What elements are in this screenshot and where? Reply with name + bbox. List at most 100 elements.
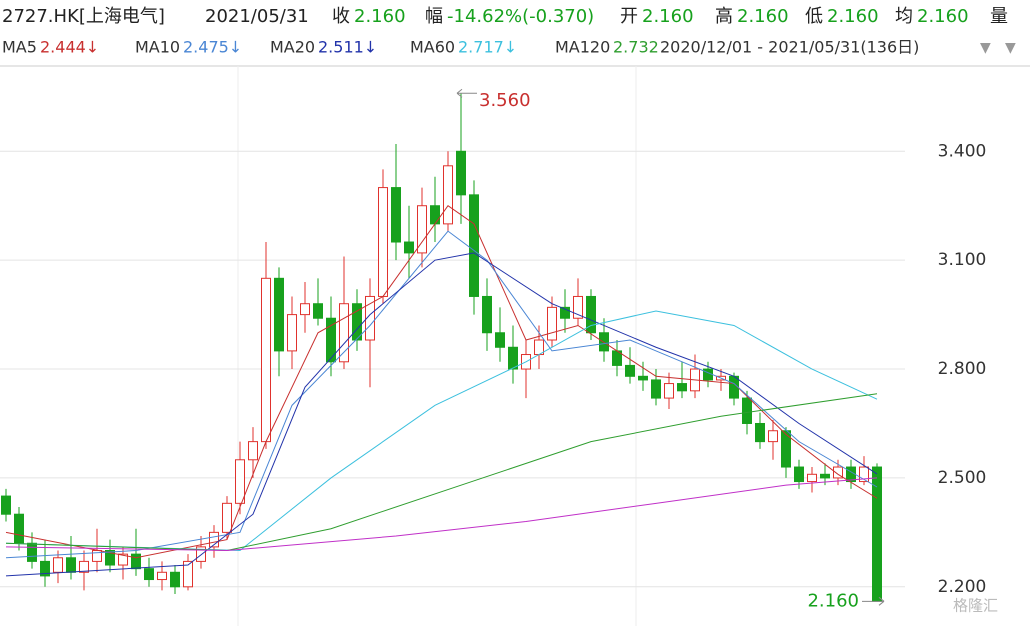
candle-body (274, 277, 284, 352)
candle-body (144, 568, 154, 581)
candle-body (378, 187, 388, 297)
annotation-arrow (456, 88, 477, 98)
candle-body (66, 557, 76, 573)
candle-body (508, 346, 518, 370)
field-value: 2.160 (917, 6, 969, 27)
candle-body (339, 303, 349, 363)
candle-body (222, 502, 232, 533)
ma-value: 2.511↓ (318, 38, 377, 57)
candle-body (79, 560, 89, 573)
candle-body (209, 531, 219, 548)
candle-body (781, 430, 791, 468)
ma-value: 2.444↓ (40, 38, 99, 57)
field-value: -14.62%(-0.370) (447, 6, 594, 27)
candle-body (456, 150, 466, 196)
candle-body (248, 441, 258, 461)
candle-body (664, 383, 674, 399)
watermark: 格隆汇 (953, 597, 998, 615)
candle-body (443, 165, 453, 225)
candle-body (1, 495, 11, 515)
y-tick-label: 3.100 (938, 250, 987, 270)
ma-line (5, 252, 878, 577)
annotation-arrow (862, 596, 885, 606)
y-tick-label: 2.800 (938, 359, 987, 379)
candle-body (40, 560, 50, 577)
candle-body (833, 466, 843, 479)
annotation-text: 3.560 (479, 90, 531, 111)
field-label: 均 (895, 6, 913, 27)
field-label: 开 (620, 6, 638, 27)
candle-body (625, 364, 635, 377)
y-tick-label: 2.500 (938, 468, 987, 488)
ma-line (5, 205, 878, 559)
ma-line (5, 310, 878, 552)
range: 2020/12/01 - 2021/05/31(136日) (660, 38, 919, 57)
candle-body (417, 205, 427, 254)
field-value: 2.160 (354, 6, 406, 27)
candle-body (391, 187, 401, 243)
candle-body (807, 473, 817, 483)
candle-body (183, 560, 193, 588)
ma-line (5, 230, 878, 559)
candle-body (482, 295, 492, 334)
candle-body (352, 303, 362, 341)
field-value: 2.160 (737, 6, 789, 27)
candle-body (586, 295, 596, 334)
candle-body (547, 306, 557, 341)
candle-body (859, 466, 869, 483)
candle-body (326, 317, 336, 363)
field-label: 低 (805, 6, 823, 27)
ma-name: MA5 (2, 38, 37, 57)
symbol: 2727.HK[上海电气] (2, 6, 165, 27)
candle-body (105, 550, 115, 566)
candle-body (196, 546, 206, 562)
field-value: 2.160 (827, 6, 879, 27)
candle-body (404, 241, 414, 254)
settings-icon[interactable]: ▼ (980, 40, 991, 56)
candle-body (755, 422, 765, 443)
dropdown-icon[interactable]: ▼ (1005, 40, 1016, 56)
candle-body (872, 466, 882, 602)
field-label: 幅 (425, 6, 443, 27)
candle-body (638, 375, 648, 381)
ma-name: MA60 (410, 38, 455, 57)
candle-body (430, 205, 440, 225)
candle-body (651, 379, 661, 399)
ma-value: 2.475↓ (183, 38, 242, 57)
candle-body (820, 473, 830, 479)
candle-body (235, 459, 245, 504)
y-tick-label: 3.400 (938, 141, 987, 161)
candle-body (287, 314, 297, 352)
candle-body (118, 553, 128, 566)
ma-line (5, 477, 878, 552)
candle-body (53, 557, 63, 573)
field-label: 高 (715, 6, 733, 27)
candle-body (170, 571, 180, 588)
candle-body (560, 306, 570, 319)
ma-name: MA20 (270, 38, 315, 57)
candle-body (261, 277, 271, 443)
plot (1, 93, 882, 602)
annotation-text: 2.160 (807, 590, 859, 611)
field-label: 收 (332, 6, 350, 27)
candle-body (677, 383, 687, 392)
ma-name: MA10 (135, 38, 180, 57)
candle-body (157, 571, 167, 581)
candle-body (573, 295, 583, 319)
candle-body (313, 303, 323, 319)
candle-body (300, 303, 310, 316)
y-tick-label: 2.200 (938, 577, 987, 597)
candle-body (131, 553, 141, 570)
candle-body (14, 513, 24, 544)
candle-body (27, 542, 37, 562)
volume-label: 量 (990, 6, 1008, 27)
field-value: 2.160 (642, 6, 694, 27)
ma-name: MA120 (555, 38, 610, 57)
candle-body (495, 332, 505, 348)
candle-body (742, 397, 752, 424)
ma-value: 2.717↓ (458, 38, 517, 57)
ma-value: 2.732 (613, 38, 659, 57)
candle-body (469, 194, 479, 297)
candle-body (599, 332, 609, 352)
